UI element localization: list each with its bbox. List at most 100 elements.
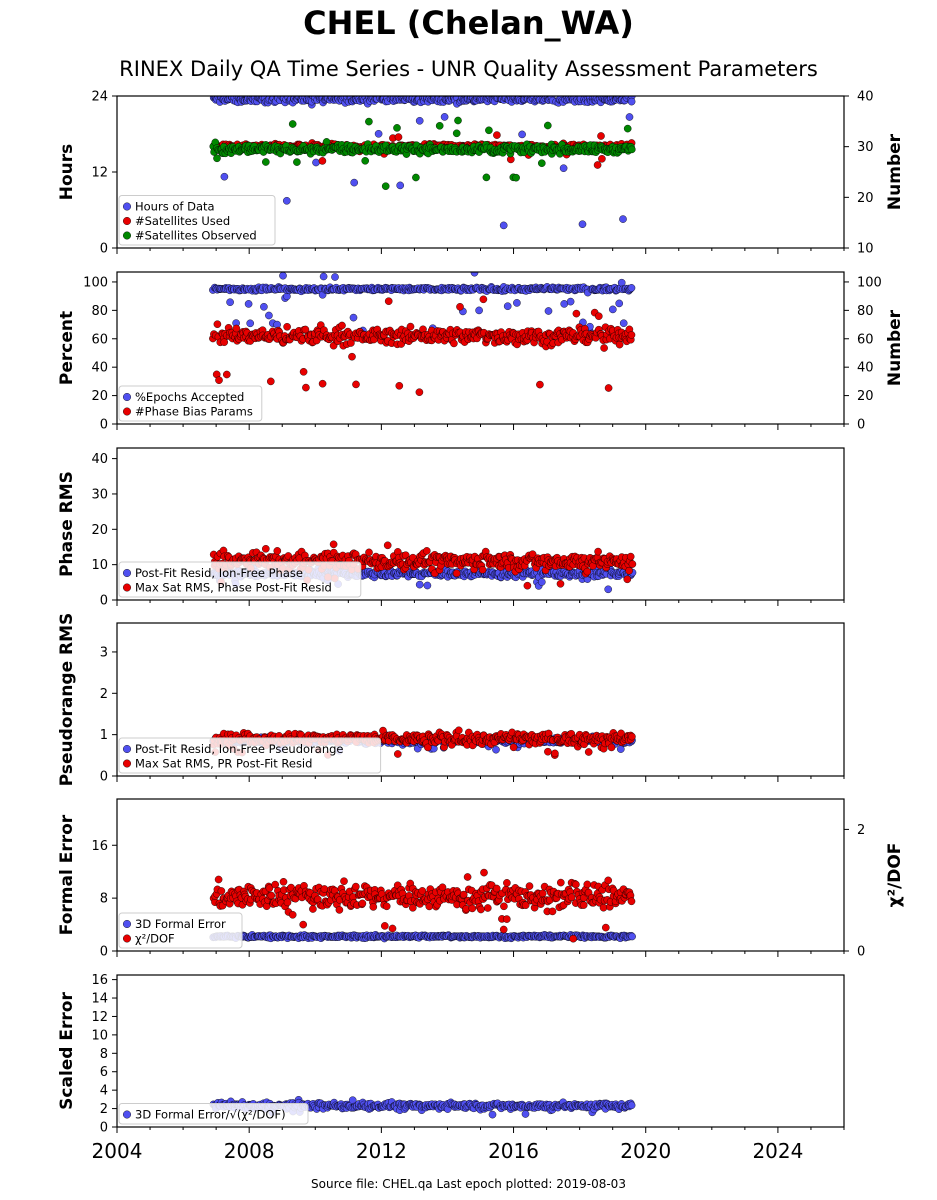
legend-entry: Max Sat RMS, PR Post-Fit Resid xyxy=(135,757,312,771)
legend-marker xyxy=(122,216,131,225)
data-point xyxy=(215,376,223,385)
data-point xyxy=(492,745,500,754)
y-axis-label: Pseudorange RMS xyxy=(57,613,77,787)
data-point xyxy=(335,906,344,914)
data-point xyxy=(452,569,461,578)
y-tick-label: 24 xyxy=(91,90,108,105)
data-point xyxy=(503,879,511,887)
data-point xyxy=(214,875,223,884)
legend-marker xyxy=(122,934,131,943)
data-point xyxy=(358,899,367,908)
data-point xyxy=(627,897,636,906)
data-point xyxy=(351,882,360,891)
series-hours-sats-2 xyxy=(209,116,636,190)
data-point xyxy=(347,339,355,347)
data-point xyxy=(408,904,417,912)
data-point xyxy=(499,925,508,934)
y-axis-label: Formal Error xyxy=(57,814,77,935)
data-point xyxy=(383,541,392,550)
y2-tick-label: 40 xyxy=(857,90,874,105)
data-point xyxy=(279,50,286,57)
data-point xyxy=(619,215,627,223)
data-point xyxy=(470,272,479,277)
data-point xyxy=(350,178,359,187)
data-point xyxy=(548,907,557,916)
data-point xyxy=(607,743,616,752)
data-point xyxy=(584,748,593,756)
data-point xyxy=(538,36,545,43)
data-point xyxy=(492,884,501,893)
legend-percent-phase: %Epochs Accepted#Phase Bias Params xyxy=(118,385,263,422)
data-point xyxy=(412,173,420,182)
y2-tick-label: 0 xyxy=(857,945,865,960)
data-point xyxy=(312,158,320,167)
y2-axis-label: Number xyxy=(885,309,905,386)
data-point xyxy=(468,904,477,913)
data-point xyxy=(598,154,606,163)
data-point xyxy=(475,306,483,315)
data-point xyxy=(393,750,402,758)
data-point xyxy=(361,156,370,165)
data-point xyxy=(276,33,283,40)
data-point xyxy=(299,367,308,376)
data-point xyxy=(319,272,328,281)
data-point xyxy=(593,161,602,169)
data-point xyxy=(477,905,485,914)
data-point xyxy=(424,743,432,752)
data-point xyxy=(454,74,461,81)
legend-entry: Hours of Data xyxy=(135,200,215,214)
y-tick-label: 60 xyxy=(91,332,108,347)
y-tick-label: 0 xyxy=(100,594,108,609)
y-tick-label: 1 xyxy=(100,728,108,743)
page-subtitle: RINEX Daily QA Time Series - UNR Quality… xyxy=(119,57,818,81)
y-tick-label: 8 xyxy=(100,892,108,907)
data-point xyxy=(619,319,628,328)
data-point xyxy=(600,344,608,352)
legend-marker xyxy=(122,407,131,416)
series-percent-phase-1 xyxy=(209,295,636,397)
data-point xyxy=(556,580,565,588)
y-tick-label: 30 xyxy=(91,487,108,502)
legend-box xyxy=(118,385,263,422)
y-axis-label: Phase RMS xyxy=(57,471,77,577)
data-point xyxy=(552,28,559,35)
data-point xyxy=(518,130,526,139)
data-point xyxy=(388,924,397,933)
y2-tick-label: 80 xyxy=(857,304,874,319)
data-point xyxy=(338,321,346,330)
data-point xyxy=(365,117,373,126)
legend-entry: #Satellites Used xyxy=(135,214,230,228)
data-point xyxy=(226,298,234,307)
data-point xyxy=(512,173,520,182)
legend-entry: #Satellites Observed xyxy=(135,229,257,243)
data-point xyxy=(213,154,221,163)
y-tick-label: 16 xyxy=(91,839,108,854)
data-point xyxy=(265,311,273,320)
data-point xyxy=(450,339,458,348)
data-point xyxy=(422,547,431,555)
data-point xyxy=(479,295,488,304)
y-tick-label: 10 xyxy=(91,558,108,573)
legend-entry: Max Sat RMS, Phase Post-Fit Resid xyxy=(135,581,332,595)
data-point xyxy=(627,331,636,339)
legend-box xyxy=(118,912,243,949)
legend-entry: %Epochs Accepted xyxy=(135,390,244,404)
legend-box xyxy=(118,737,382,774)
data-point xyxy=(583,880,592,889)
data-point xyxy=(288,911,297,919)
data-point xyxy=(485,126,493,135)
data-point xyxy=(267,891,276,900)
data-point xyxy=(374,129,383,138)
legend-box xyxy=(118,561,362,598)
legend-marker xyxy=(122,745,131,754)
data-point xyxy=(578,220,587,228)
series-formal-error-1 xyxy=(209,868,636,943)
data-point xyxy=(521,901,530,910)
data-point xyxy=(414,264,421,271)
panel-percent-phase: 020406080100Percent020406080100Number%Ep… xyxy=(57,264,905,433)
